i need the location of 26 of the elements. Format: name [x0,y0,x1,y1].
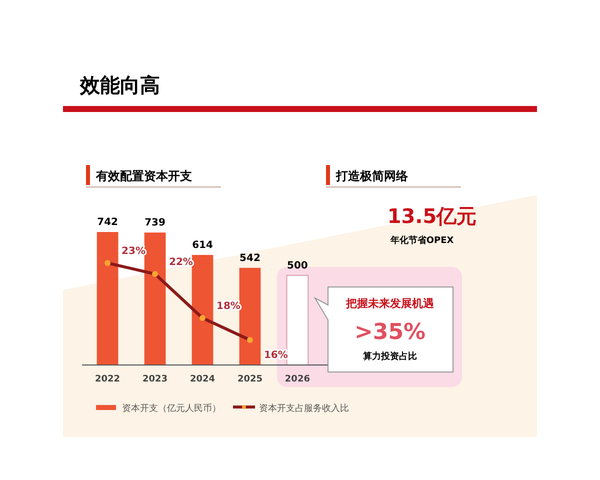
data-label: 739 [144,218,166,229]
x-tick-label: 2024 [190,374,216,384]
data-label: 742 [97,217,118,228]
x-tick-label: 2025 [237,374,263,384]
bar [286,274,309,366]
data-label: 542 [240,252,260,264]
text: 把握未来发展机遇 [345,297,434,310]
text: 打造极简网络 [335,169,409,183]
data-label: 16% [264,350,288,361]
chart-subtitle: 有效配置资本开支 [95,169,192,183]
x-tick-label: 2023 [142,374,168,384]
bar [239,268,261,365]
legend-label: 资本开支占服务收入比 [259,403,349,414]
data-label: 500 [287,260,308,272]
x-tick-label: 2022 [95,374,120,384]
text: 13.5亿元 [387,204,477,228]
bar [96,232,118,365]
bar [144,232,166,365]
legend-label: 资本开支（亿元人民币） [122,403,221,414]
x-tick-label: 2026 [284,374,310,384]
chart-title: 效能向高 [79,73,160,97]
text: 算力投资占比 [362,351,417,362]
data-label: 614 [192,240,213,251]
text: >35% [354,320,426,345]
bar [192,254,214,365]
text: 年化节省OPEX [389,235,454,246]
